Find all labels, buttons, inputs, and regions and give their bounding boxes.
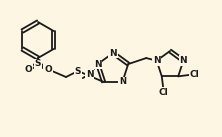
Text: Cl: Cl <box>159 88 169 97</box>
Text: N: N <box>180 56 187 65</box>
Text: N: N <box>119 77 126 86</box>
Text: S: S <box>75 66 81 75</box>
Text: N: N <box>109 48 117 58</box>
Text: N: N <box>86 70 94 79</box>
Text: Cl: Cl <box>189 70 199 79</box>
Text: N: N <box>153 56 161 65</box>
Text: O: O <box>44 65 52 73</box>
Text: O: O <box>24 65 32 73</box>
Text: S: S <box>35 59 41 68</box>
Text: N: N <box>94 60 102 68</box>
